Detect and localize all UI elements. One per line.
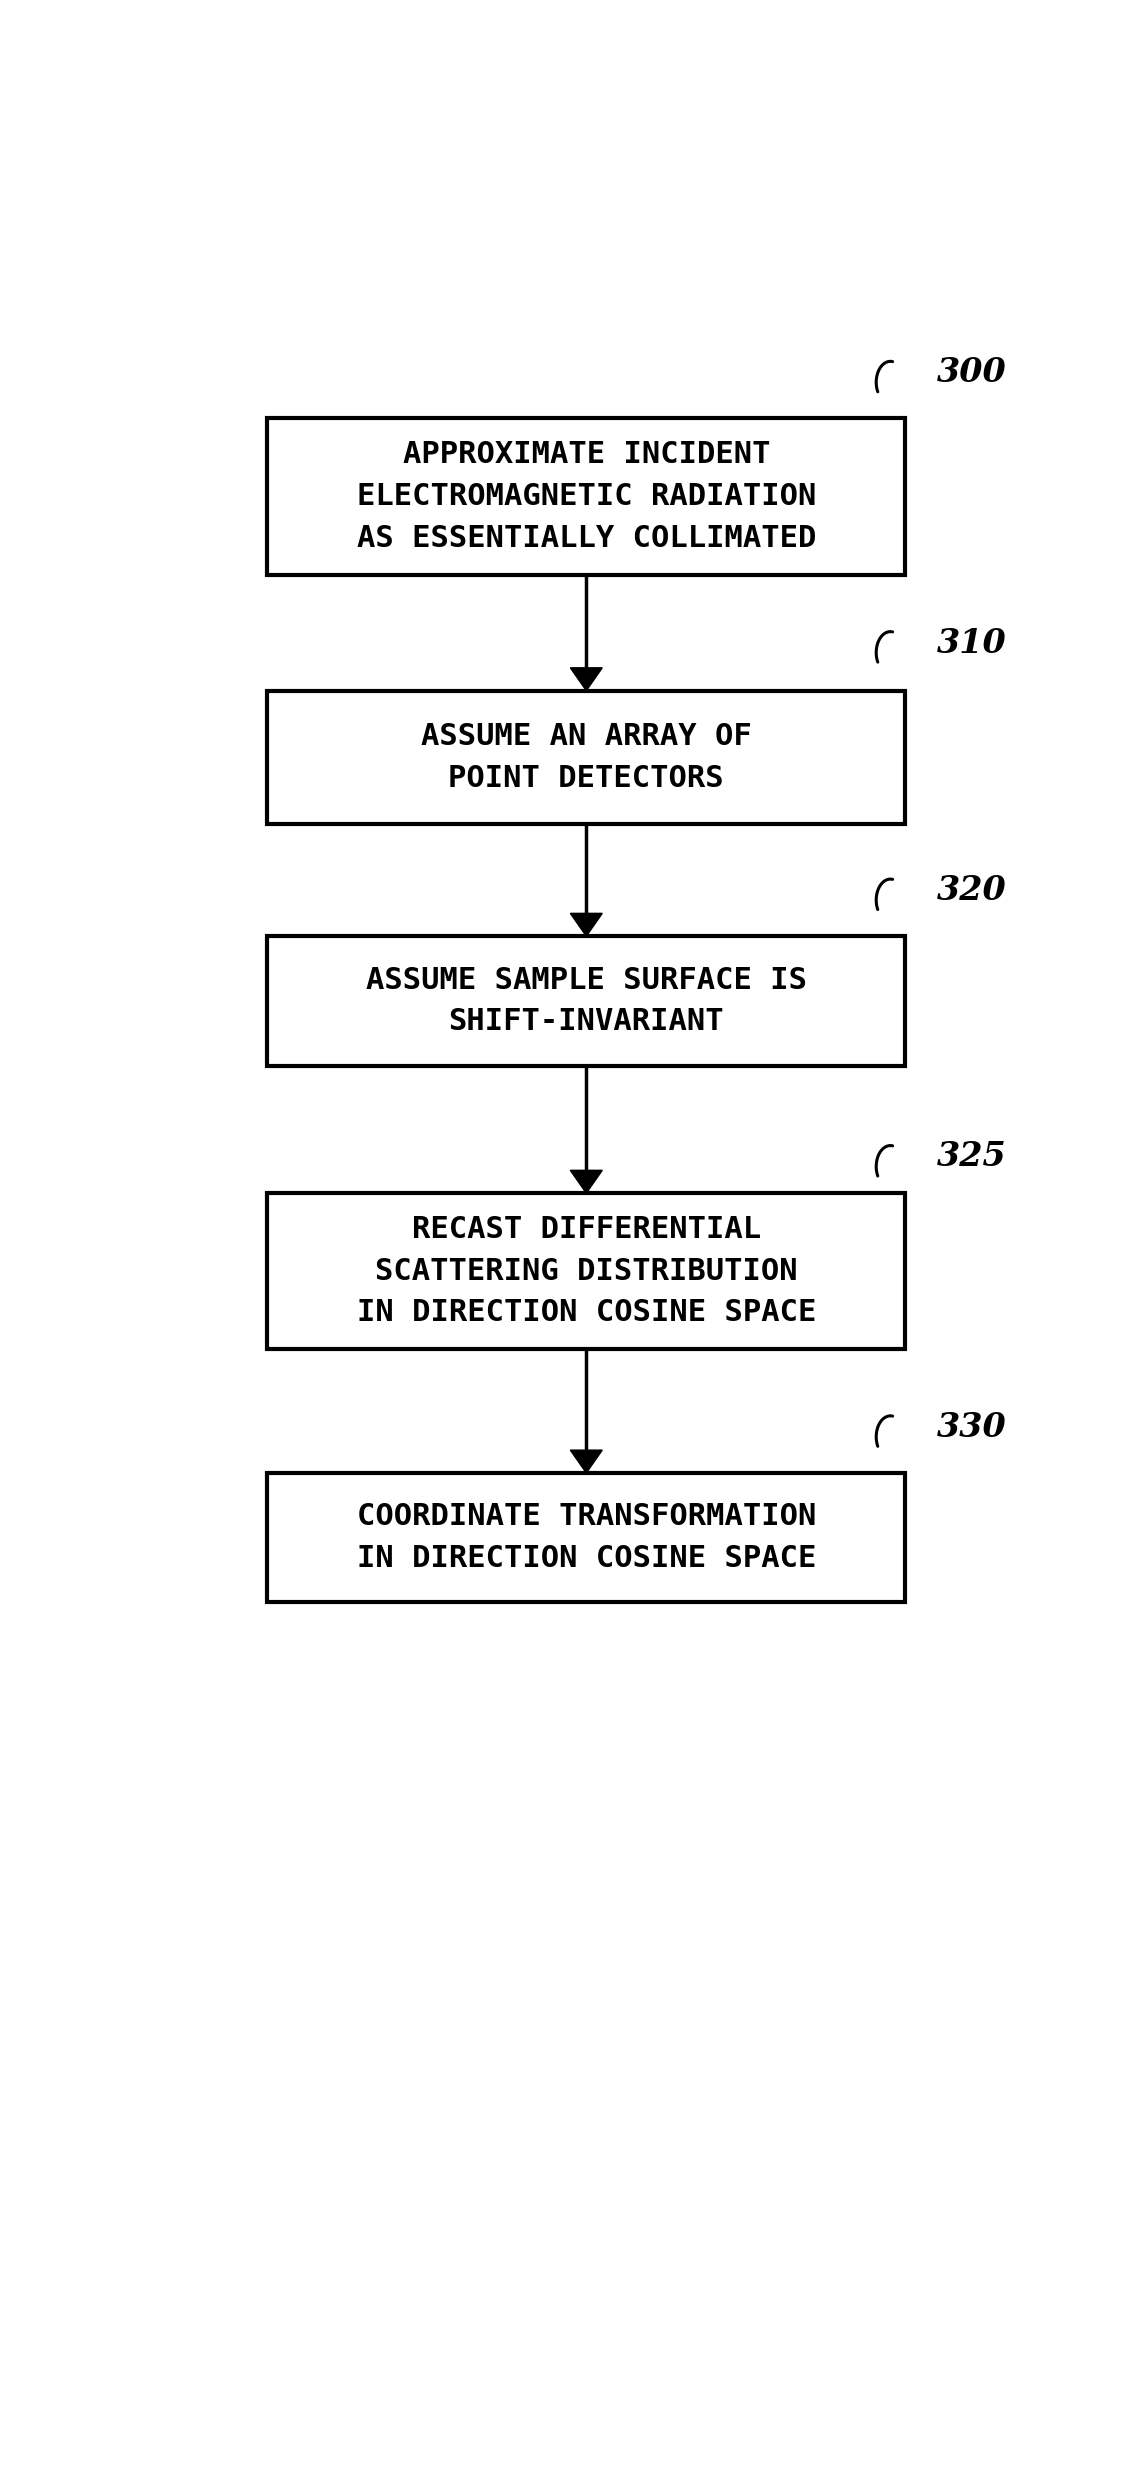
Text: 300: 300 <box>937 356 1007 388</box>
Text: APPROXIMATE INCIDENT
ELECTROMAGNETIC RADIATION
AS ESSENTIALLY COLLIMATED: APPROXIMATE INCIDENT ELECTROMAGNETIC RAD… <box>357 440 816 554</box>
Polygon shape <box>571 1169 602 1194</box>
Polygon shape <box>571 912 602 937</box>
Text: RECAST DIFFERENTIAL
SCATTERING DISTRIBUTION
IN DIRECTION COSINE SPACE: RECAST DIFFERENTIAL SCATTERING DISTRIBUT… <box>357 1216 816 1327</box>
FancyBboxPatch shape <box>268 937 906 1065</box>
FancyBboxPatch shape <box>268 690 906 823</box>
FancyBboxPatch shape <box>268 418 906 574</box>
FancyBboxPatch shape <box>268 1194 906 1350</box>
Text: 325: 325 <box>937 1140 1007 1174</box>
Text: 310: 310 <box>937 625 1007 660</box>
Text: 320: 320 <box>937 875 1007 907</box>
Text: COORDINATE TRANSFORMATION
IN DIRECTION COSINE SPACE: COORDINATE TRANSFORMATION IN DIRECTION C… <box>357 1503 816 1572</box>
Text: 330: 330 <box>937 1412 1007 1444</box>
FancyBboxPatch shape <box>268 1473 906 1602</box>
Text: ASSUME SAMPLE SURFACE IS
SHIFT-INVARIANT: ASSUME SAMPLE SURFACE IS SHIFT-INVARIANT <box>366 967 807 1036</box>
Polygon shape <box>571 667 602 690</box>
Text: ASSUME AN ARRAY OF
POINT DETECTORS: ASSUME AN ARRAY OF POINT DETECTORS <box>421 722 752 794</box>
Polygon shape <box>571 1451 602 1473</box>
